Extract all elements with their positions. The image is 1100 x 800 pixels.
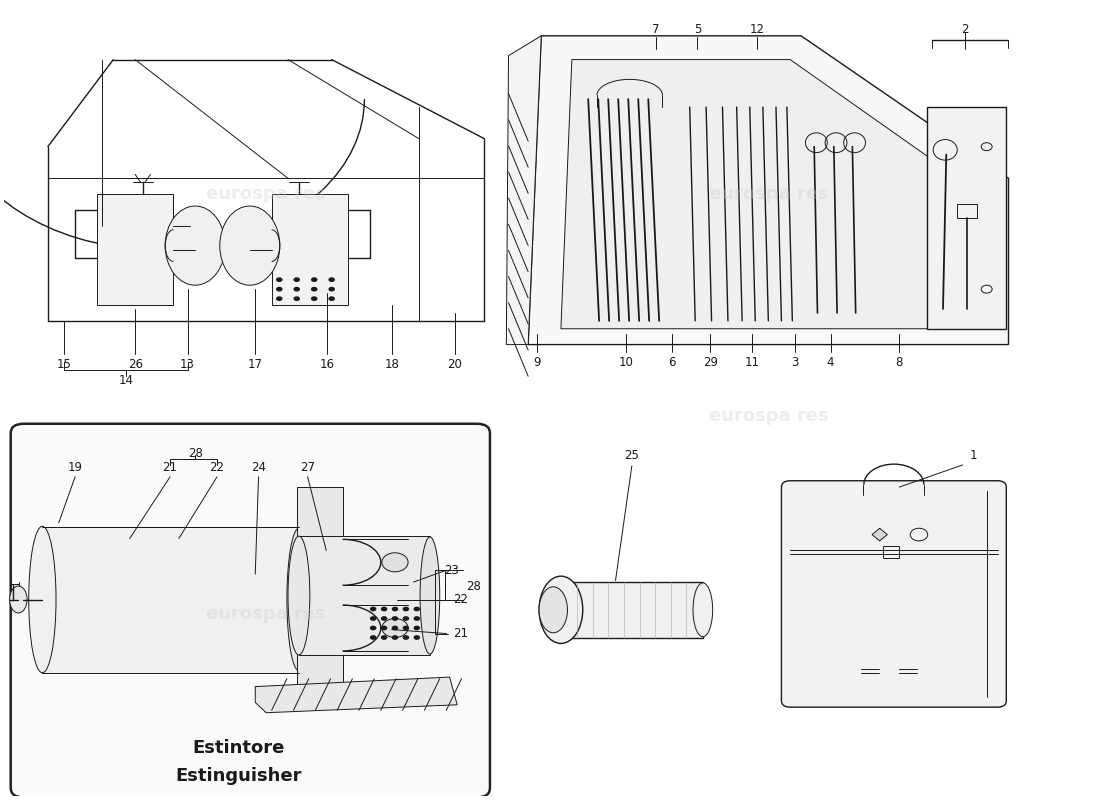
FancyBboxPatch shape xyxy=(11,424,490,798)
Text: 27: 27 xyxy=(300,461,315,474)
Polygon shape xyxy=(299,536,430,655)
Text: eurospa res: eurospa res xyxy=(207,605,326,622)
Circle shape xyxy=(294,296,300,301)
Text: 24: 24 xyxy=(251,461,266,474)
Circle shape xyxy=(414,626,420,630)
Text: 13: 13 xyxy=(180,358,195,371)
Ellipse shape xyxy=(10,586,28,613)
Ellipse shape xyxy=(539,576,583,643)
Text: 21: 21 xyxy=(163,461,177,474)
Circle shape xyxy=(381,606,387,611)
Polygon shape xyxy=(561,59,981,329)
Text: 5: 5 xyxy=(694,23,701,36)
Circle shape xyxy=(276,296,283,301)
Text: 1: 1 xyxy=(970,449,977,462)
Ellipse shape xyxy=(539,587,568,633)
Text: 22: 22 xyxy=(209,461,224,474)
Text: 23: 23 xyxy=(444,564,459,577)
Text: 14: 14 xyxy=(119,374,134,386)
Circle shape xyxy=(403,626,409,630)
Circle shape xyxy=(294,278,300,282)
Text: 21: 21 xyxy=(453,627,468,640)
Circle shape xyxy=(294,286,300,291)
Text: 11: 11 xyxy=(745,355,759,369)
Text: 17: 17 xyxy=(248,358,263,371)
Circle shape xyxy=(414,606,420,611)
Text: 16: 16 xyxy=(320,358,334,371)
Circle shape xyxy=(382,618,408,638)
Circle shape xyxy=(381,616,387,621)
Circle shape xyxy=(382,553,408,572)
Circle shape xyxy=(311,278,318,282)
Text: 15: 15 xyxy=(57,358,72,371)
Text: 12: 12 xyxy=(750,23,764,36)
Circle shape xyxy=(329,278,334,282)
Text: 22: 22 xyxy=(453,593,468,606)
Ellipse shape xyxy=(693,583,713,637)
Text: 9: 9 xyxy=(534,355,540,369)
Polygon shape xyxy=(528,36,1009,345)
Ellipse shape xyxy=(220,206,279,286)
Circle shape xyxy=(329,286,334,291)
Circle shape xyxy=(403,606,409,611)
Polygon shape xyxy=(272,194,348,305)
Text: 7: 7 xyxy=(652,23,660,36)
Text: 3: 3 xyxy=(791,355,799,369)
Ellipse shape xyxy=(165,206,226,286)
Text: 6: 6 xyxy=(669,355,676,369)
Ellipse shape xyxy=(29,526,56,673)
Polygon shape xyxy=(926,107,1006,329)
Circle shape xyxy=(329,296,334,301)
Circle shape xyxy=(370,616,376,621)
Text: eurospa res: eurospa res xyxy=(207,185,326,203)
Text: 20: 20 xyxy=(448,358,462,371)
Ellipse shape xyxy=(288,536,310,655)
Polygon shape xyxy=(97,194,174,305)
Circle shape xyxy=(311,296,318,301)
Text: 2: 2 xyxy=(961,23,969,36)
Circle shape xyxy=(311,286,318,291)
Circle shape xyxy=(403,616,409,621)
Polygon shape xyxy=(43,526,299,673)
Text: eurospa res: eurospa res xyxy=(708,185,828,203)
Text: 4: 4 xyxy=(827,355,834,369)
Ellipse shape xyxy=(287,528,311,670)
Text: 8: 8 xyxy=(895,355,903,369)
FancyBboxPatch shape xyxy=(781,481,1007,707)
Ellipse shape xyxy=(420,537,440,654)
Text: 10: 10 xyxy=(619,355,634,369)
Text: 28: 28 xyxy=(188,447,202,460)
Polygon shape xyxy=(872,528,888,541)
Polygon shape xyxy=(561,582,703,638)
Circle shape xyxy=(370,635,376,640)
Circle shape xyxy=(414,616,420,621)
Circle shape xyxy=(392,616,398,621)
Text: eurospa res: eurospa res xyxy=(708,407,828,425)
Text: 19: 19 xyxy=(67,461,82,474)
Text: Estinguisher: Estinguisher xyxy=(176,767,302,785)
Circle shape xyxy=(414,635,420,640)
Circle shape xyxy=(276,278,283,282)
Text: Estintore: Estintore xyxy=(192,739,285,758)
Polygon shape xyxy=(506,36,541,345)
Circle shape xyxy=(392,626,398,630)
Circle shape xyxy=(381,626,387,630)
Text: 25: 25 xyxy=(625,449,639,462)
Text: 29: 29 xyxy=(703,355,718,369)
Circle shape xyxy=(370,606,376,611)
Circle shape xyxy=(276,286,283,291)
Text: 18: 18 xyxy=(384,358,399,371)
Polygon shape xyxy=(255,677,458,713)
Circle shape xyxy=(370,626,376,630)
Circle shape xyxy=(392,606,398,611)
Circle shape xyxy=(392,635,398,640)
Circle shape xyxy=(403,635,409,640)
Polygon shape xyxy=(297,487,342,701)
Text: 26: 26 xyxy=(128,358,143,371)
Circle shape xyxy=(381,635,387,640)
Text: 28: 28 xyxy=(466,579,481,593)
